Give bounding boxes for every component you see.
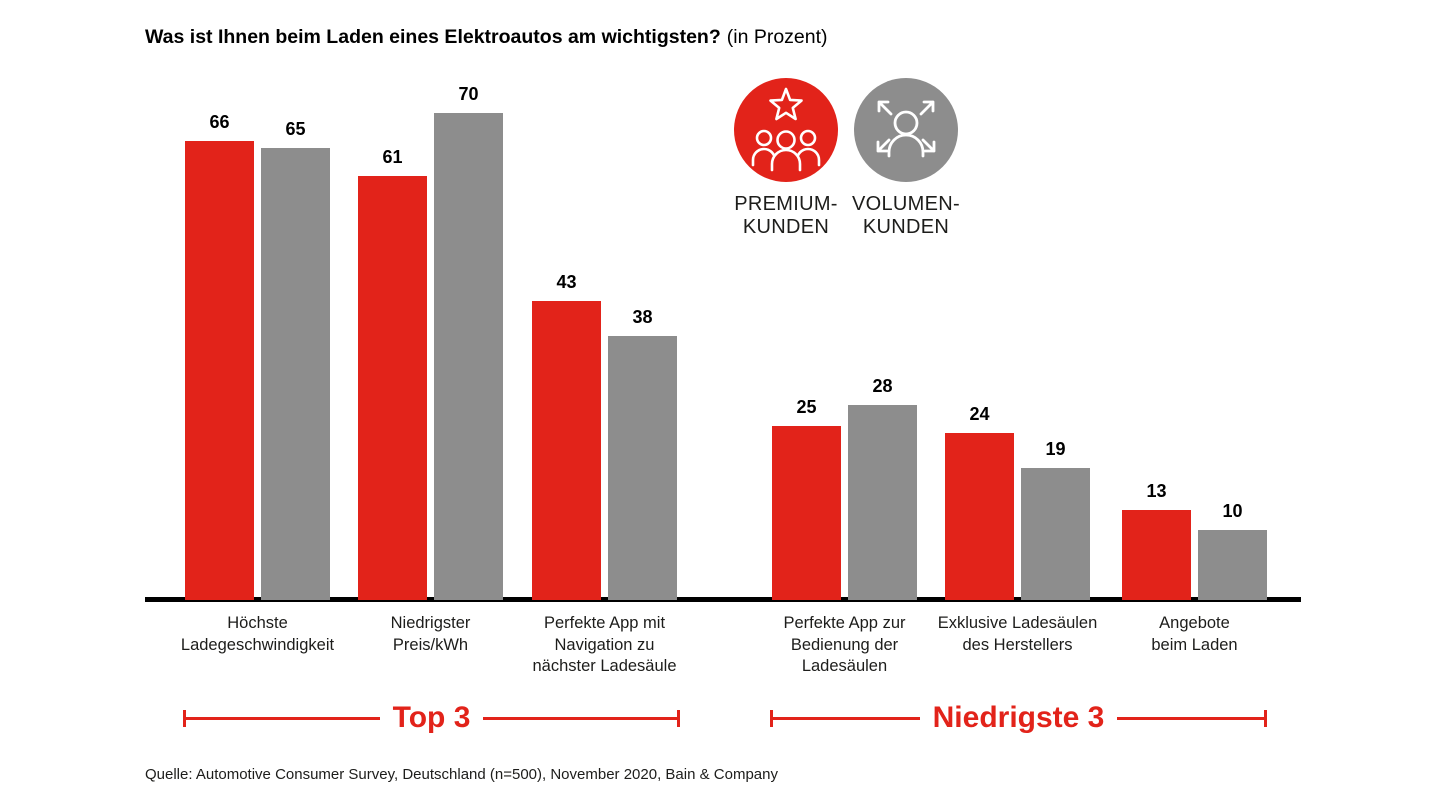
source-note: Quelle: Automotive Consumer Survey, Deut… — [145, 766, 778, 783]
bar-premium-kunden — [772, 426, 841, 600]
legend-label-volumen-line2: KUNDEN — [862, 216, 950, 238]
bracket-top-3: Top 3 — [183, 701, 680, 734]
bar-value-label: 10 — [1222, 501, 1243, 521]
star-people-icon — [734, 78, 838, 182]
bar-value-label: 25 — [796, 397, 817, 417]
bracket-right-tick — [677, 709, 680, 727]
bar-value-label: 43 — [556, 272, 577, 292]
bar-value-label: 61 — [382, 147, 403, 167]
chart-title-main: Was ist Ihnen beim Laden eines Elektroau… — [145, 26, 721, 48]
category-label: Perfekte App zur Bedienung der Ladesäule… — [783, 614, 906, 675]
legend-label-premium-line2: KUNDEN — [742, 216, 830, 238]
bracket-line — [186, 716, 380, 720]
person-arrows-icon — [854, 78, 958, 182]
bar-volumen-kunden — [261, 148, 330, 600]
bar-volumen-kunden — [848, 405, 917, 600]
bar-value-label: 24 — [969, 404, 990, 424]
bar-premium-kunden — [1122, 510, 1191, 600]
bar-value-label: 65 — [285, 119, 306, 139]
bracket-line — [483, 716, 677, 720]
bar-value-label: 66 — [209, 112, 230, 132]
bar-value-label: 28 — [872, 376, 893, 396]
bar-value-label: 19 — [1045, 439, 1066, 459]
bar-volumen-kunden — [434, 113, 503, 600]
legend-label-volumen-line1: VOLUMEN- — [852, 193, 960, 215]
category-label: Höchste Ladegeschwindigkeit — [180, 614, 335, 654]
legend-item-volumen: VOLUMEN- KUNDEN — [852, 78, 960, 239]
bar-premium-kunden — [185, 141, 254, 600]
bar-premium-kunden — [532, 301, 601, 600]
legend-item-premium: PREMIUM- KUNDEN — [733, 78, 839, 239]
legend-label-premium-line1: PREMIUM- — [734, 193, 838, 215]
bar-premium-kunden — [945, 433, 1014, 600]
premium-customers-glyph — [751, 87, 821, 172]
chart-title: Was ist Ihnen beim Laden eines Elektroau… — [145, 26, 828, 49]
legend-label-premium: PREMIUM- KUNDEN — [734, 193, 838, 239]
bar-volumen-kunden — [1021, 468, 1090, 600]
legend: PREMIUM- KUNDEN VOLUMEN- KUNDEN — [733, 78, 960, 239]
category-label: Niedrigster Preis/kWh — [390, 614, 471, 654]
bracket-left-tick — [183, 709, 186, 727]
bar-value-label: 13 — [1146, 481, 1167, 501]
bar-volumen-kunden — [1198, 530, 1267, 600]
category-label: Exklusive Ladesäulen des Herstellers — [937, 614, 1098, 654]
bracket-niedrigste-3: Niedrigste 3 — [770, 701, 1268, 734]
x-axis-line — [145, 597, 1301, 602]
bracket-right-tick — [1264, 709, 1268, 727]
bar-value-label: 38 — [632, 307, 653, 327]
bracket-line — [1117, 716, 1265, 720]
bracket-label-niedrigste-3: Niedrigste 3 — [932, 701, 1105, 734]
volume-customers-glyph — [876, 100, 936, 158]
bracket-left-tick — [770, 709, 773, 727]
legend-label-volumen: VOLUMEN- KUNDEN — [852, 193, 960, 239]
bracket-label-top-3: Top 3 — [392, 701, 471, 734]
category-label: Perfekte App mit Navigation zu nächster … — [532, 614, 677, 675]
bracket-line — [773, 716, 920, 720]
bar-value-label: 70 — [458, 84, 479, 104]
chart-title-suffix: (in Prozent) — [726, 26, 828, 48]
bar-volumen-kunden — [608, 336, 677, 600]
bar-premium-kunden — [358, 176, 427, 600]
category-label: Angebote beim Laden — [1151, 614, 1238, 654]
